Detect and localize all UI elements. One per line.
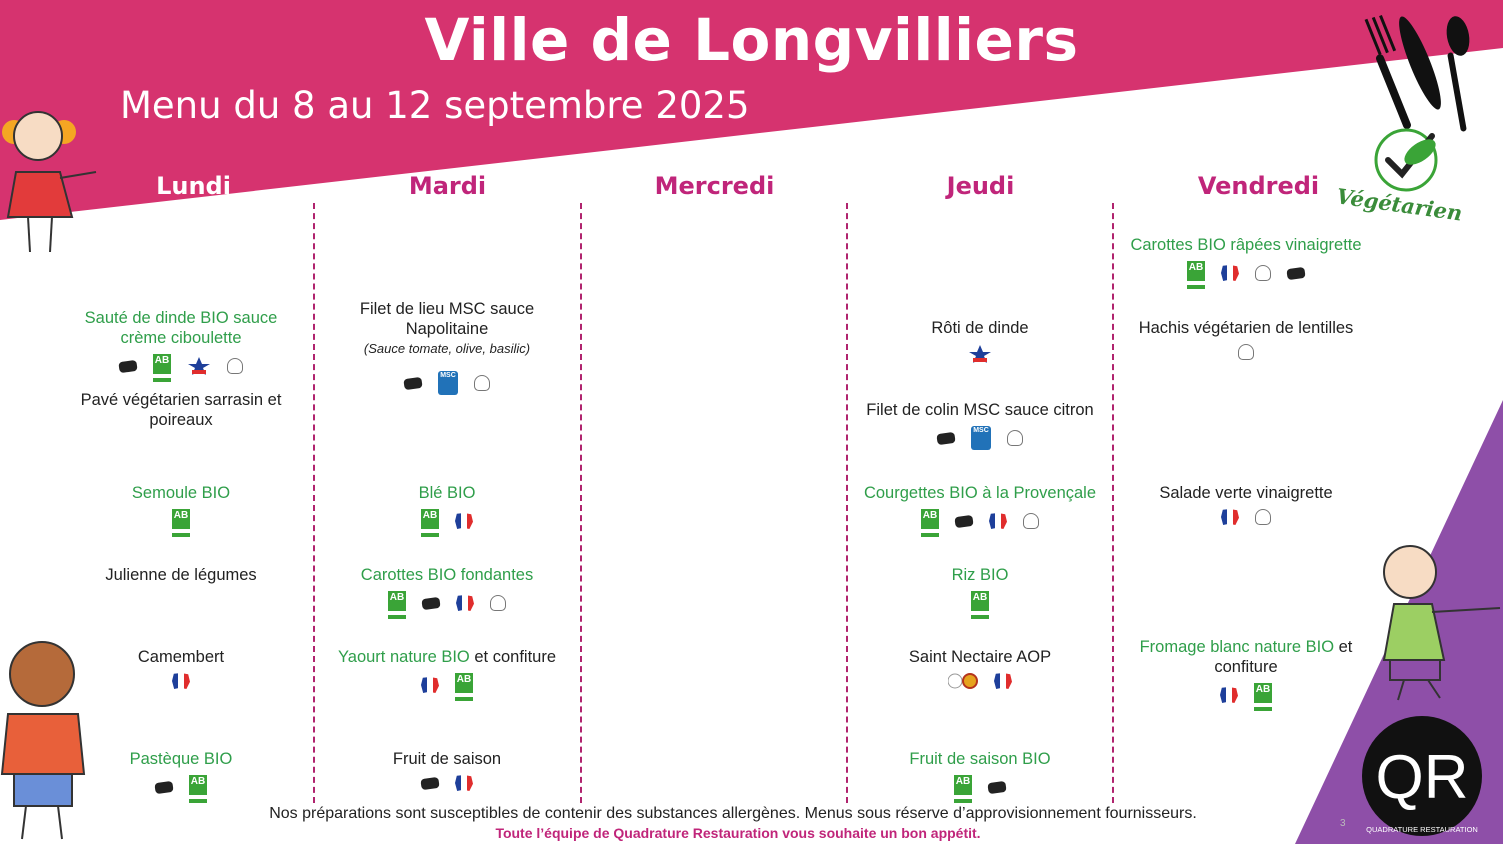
chef-hat-icon (474, 375, 490, 391)
french-flag-icon (994, 673, 1012, 689)
fait-maison-icon (403, 376, 423, 390)
french-flag-icon (989, 513, 1007, 529)
ab-bio-icon: AB (153, 354, 171, 378)
menu-item-jeudi-laitage: Saint Nectaire AOP (847, 647, 1113, 689)
menu-item-vendredi-plat: Hachis végétarien de lentilles (1112, 318, 1380, 360)
french-flag-icon (455, 513, 473, 529)
bleu-blanc-coeur-icon (188, 357, 210, 375)
vegetarian-badge-icon (1374, 128, 1438, 192)
menu-item-jeudi-plat-poisson: Filet de colin MSC sauce citron MSC (847, 400, 1113, 450)
page-number: 3 (1340, 818, 1346, 829)
menu-item-lundi-accompagnement: Semoule BIO AB (60, 483, 302, 533)
girl-drawing-icon (2, 111, 97, 253)
menu-item-jeudi-legume: Riz BIO AB (847, 565, 1113, 615)
fait-maison-icon (421, 596, 441, 610)
menu-item-lundi-legume: Julienne de légumes (105, 566, 257, 584)
day-header-jeudi: Jeudi (946, 172, 1015, 200)
chef-hat-icon (1007, 430, 1023, 446)
aop-label-icon (948, 673, 978, 689)
day-header-vendredi: Vendredi (1197, 172, 1320, 200)
qr-logo-name: QUADRATURE RESTAURATION (1366, 825, 1478, 834)
menu-item-lundi-dessert: Pastèque BIO AB (60, 749, 302, 799)
fait-maison-icon (420, 776, 440, 790)
ab-bio-icon: AB (421, 509, 439, 533)
chef-hat-icon (490, 595, 506, 611)
ab-bio-icon: AB (189, 775, 207, 799)
chef-hat-icon (1255, 509, 1271, 525)
bon-appetit-message: Toute l’équipe de Quadrature Restauratio… (495, 825, 981, 841)
fait-maison-icon (1286, 266, 1306, 280)
menu-item-mardi-laitage: Yaourt nature BIO et confiture AB (314, 647, 580, 697)
french-flag-icon (1221, 509, 1239, 525)
french-flag-icon (455, 775, 473, 791)
menu-item-jeudi-plat: Rôti de dinde (847, 318, 1113, 364)
chef-hat-icon (1255, 265, 1271, 281)
menu-item-vendredi-accompagnement: Salade verte vinaigrette (1112, 483, 1380, 525)
menu-item-lundi-laitage: Camembert (60, 647, 302, 689)
quadrature-restauration-logo: QR QUADRATURE RESTAURATION (1362, 716, 1482, 836)
fait-maison-icon (154, 780, 174, 794)
chef-hat-icon (1238, 344, 1254, 360)
menu-item-mardi-dessert: Fruit de saison (314, 749, 580, 791)
french-flag-icon (172, 673, 190, 689)
ab-bio-icon: AB (971, 591, 989, 615)
ab-bio-icon: AB (954, 775, 972, 799)
ab-bio-icon: AB (921, 509, 939, 533)
msc-label-icon: MSC (438, 371, 458, 395)
menu-item-lundi-plat-vegetarien: Pavé végétarien sarrasin et poireaux (80, 391, 282, 429)
french-flag-icon (456, 595, 474, 611)
menu-item-lundi-plat: Sauté de dinde BIO sauce crème ciboulett… (60, 308, 302, 378)
ab-bio-icon: AB (455, 673, 473, 697)
column-separator (580, 203, 582, 803)
cutlery-icon (1364, 14, 1470, 132)
ab-bio-icon: AB (172, 509, 190, 533)
child-drawing-right-icon (1382, 545, 1501, 701)
fait-maison-icon (954, 514, 974, 528)
menu-item-mardi-plat: Filet de lieu MSC sauce Napolitaine (Sau… (314, 299, 580, 395)
chef-hat-icon (227, 358, 243, 374)
qr-logo-text: QR (1376, 743, 1469, 812)
menu-item-mardi-accompagnement: Blé BIO AB (314, 483, 580, 533)
column-separator (1112, 203, 1114, 803)
boy-drawing-icon (0, 641, 86, 840)
menu-item-vendredi-entree: Carottes BIO râpées vinaigrette AB (1112, 235, 1380, 285)
menu-item-jeudi-accompagnement: Courgettes BIO à la Provençale AB (847, 483, 1113, 533)
fait-maison-icon (987, 780, 1007, 794)
ab-bio-icon: AB (1254, 683, 1272, 707)
menu-item-mardi-legume: Carottes BIO fondantes AB (314, 565, 580, 615)
ab-bio-icon: AB (388, 591, 406, 615)
column-separator (846, 203, 848, 803)
fait-maison-icon (936, 431, 956, 445)
column-separator (313, 203, 315, 803)
fait-maison-icon (118, 359, 138, 373)
day-header-lundi: Lundi (156, 172, 231, 200)
day-header-mercredi: Mercredi (654, 172, 775, 200)
msc-label-icon: MSC (971, 426, 991, 450)
header-pink-band (0, 0, 1503, 220)
menu-item-vendredi-laitage: Fromage blanc nature BIO et confiture AB (1112, 637, 1380, 707)
allergen-disclaimer: Nos préparations sont susceptibles de co… (269, 805, 1197, 822)
menu-item-jeudi-dessert: Fruit de saison BIO AB (847, 749, 1113, 799)
day-header-mardi: Mardi (408, 172, 487, 200)
french-flag-icon (421, 677, 439, 693)
chef-hat-icon (1023, 513, 1039, 529)
french-flag-icon (1220, 687, 1238, 703)
menu-period: Menu du 8 au 12 septembre 2025 (120, 84, 750, 127)
ab-bio-icon: AB (1187, 261, 1205, 285)
bleu-blanc-coeur-icon (969, 345, 991, 363)
page-title: Ville de Longvilliers (424, 6, 1079, 74)
french-flag-icon (1221, 265, 1239, 281)
